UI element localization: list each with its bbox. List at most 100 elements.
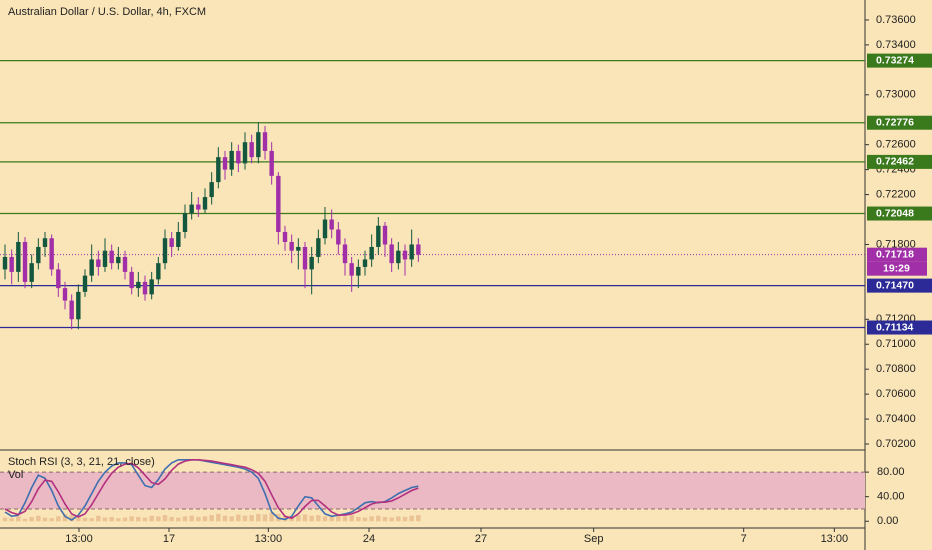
- y-tick-label: 40.00: [877, 491, 905, 503]
- volume-bar: [216, 513, 221, 522]
- level-label-box: [867, 154, 932, 169]
- volume-bar: [22, 518, 28, 522]
- candle-body: [142, 281, 148, 295]
- y-tick-label: 0.71000: [876, 338, 916, 350]
- y-tick-label: 0.71800: [876, 238, 916, 250]
- candle-body: [302, 246, 308, 270]
- candle-body: [362, 259, 368, 267]
- candle-body: [242, 142, 248, 164]
- volume-bar: [9, 518, 14, 522]
- countdown-label: 19:29: [883, 262, 910, 274]
- stoch-line: [4, 459, 419, 521]
- candle-body: [216, 157, 221, 183]
- candle-body: [402, 250, 408, 260]
- volume-bar: [382, 516, 388, 522]
- x-tick-label: 13:00: [255, 533, 283, 545]
- candle-body: [189, 204, 194, 214]
- candle-body: [262, 132, 268, 151]
- last-price-label: 0.71718: [876, 248, 914, 260]
- volume-bar: [149, 515, 154, 522]
- volume-bar: [369, 516, 374, 522]
- volume-bar: [302, 514, 308, 522]
- volume-label: Vol: [8, 469, 23, 481]
- x-tick-label: 17: [163, 533, 175, 545]
- candle-body: [209, 182, 214, 198]
- volume-bar: [342, 516, 348, 522]
- candle-body: [316, 238, 321, 257]
- last-price-box: [867, 247, 927, 262]
- candle-body: [356, 266, 361, 276]
- x-tick-label: 13:00: [821, 533, 849, 545]
- y-tick-label: 0.70800: [876, 363, 916, 375]
- candle-body: [136, 281, 141, 289]
- volume-bar: [69, 515, 74, 522]
- volume-bar: [109, 516, 114, 522]
- candle-body: [309, 256, 314, 270]
- candle-body: [116, 256, 121, 264]
- y-tick-label: 0.72600: [876, 139, 916, 151]
- candle-body: [82, 275, 88, 292]
- candle-body: [276, 175, 281, 232]
- candle-body: [16, 241, 21, 272]
- volume-bar: [309, 515, 314, 522]
- y-tick-label: 0.70600: [876, 388, 916, 400]
- volume-bar: [322, 516, 328, 522]
- indicator-title: Stoch RSI (3, 3, 21, 21, close): [8, 456, 155, 468]
- volume-bar: [156, 516, 161, 522]
- volume-bar: [349, 515, 354, 522]
- volume-bar: [409, 515, 414, 522]
- candle-body: [89, 259, 94, 276]
- volume-bar: [362, 517, 368, 522]
- candle-body: [296, 246, 301, 251]
- level-label-box: [867, 53, 932, 68]
- candle-body: [342, 244, 348, 264]
- candle-body: [182, 213, 188, 232]
- volume-bar: [136, 516, 141, 522]
- x-tick-label: Sep: [584, 533, 604, 545]
- volume-bar: [196, 516, 201, 522]
- volume-bar: [176, 517, 181, 522]
- candle-body: [322, 219, 328, 239]
- y-tick-label: 0.70200: [876, 438, 916, 450]
- level-label: 0.72462: [876, 156, 914, 168]
- candle-body: [176, 231, 181, 247]
- volume-bar: [116, 518, 121, 522]
- candle-body: [109, 250, 114, 264]
- candle-body: [96, 259, 101, 267]
- volume-bar: [229, 516, 234, 522]
- volume-bar: [402, 516, 408, 522]
- volume-bar: [209, 515, 214, 522]
- candle-body: [122, 256, 128, 272]
- volume-bar: [49, 518, 54, 522]
- volume-bar: [249, 515, 254, 522]
- volume-bar: [29, 516, 34, 522]
- volume-bar: [376, 515, 381, 522]
- candle-body: [129, 271, 134, 289]
- candle-body: [389, 244, 394, 264]
- candle-body: [369, 246, 374, 260]
- volume-bar: [296, 515, 301, 522]
- candle-body: [249, 142, 254, 158]
- x-tick-label: 13:00: [65, 533, 93, 545]
- volume-bar: [42, 517, 48, 522]
- candle-body: [222, 157, 228, 170]
- volume-bar: [2, 517, 8, 522]
- volume-bar: [76, 516, 81, 522]
- candle-body: [282, 231, 288, 242]
- candle-body: [376, 225, 381, 247]
- candle-body: [336, 229, 341, 245]
- volume-bar: [189, 515, 194, 522]
- volume-bar: [282, 515, 288, 522]
- candle-body: [76, 291, 81, 320]
- band: [0, 472, 865, 509]
- candle-body: [22, 241, 28, 282]
- volume-bar: [329, 516, 334, 522]
- volume-bar: [356, 516, 361, 522]
- volume-bar: [269, 512, 274, 522]
- y-tick-label: 0.72200: [876, 188, 916, 200]
- y-tick-label: 80.00: [877, 466, 905, 478]
- candle-body: [269, 150, 274, 176]
- volume-bar: [336, 515, 341, 522]
- y-tick-label: 0.73000: [876, 89, 916, 101]
- candle-body: [382, 225, 388, 245]
